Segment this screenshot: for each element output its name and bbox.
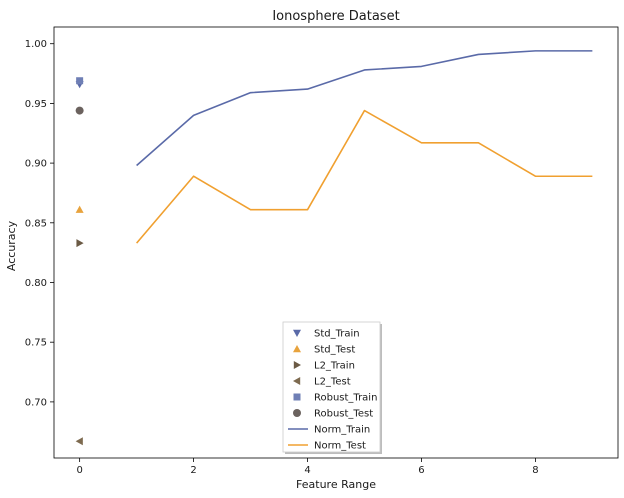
legend: Std_Train Std_Test L2_Train L2_Test Robust_T… (283, 322, 382, 454)
y-tick-label: 0.80 (25, 278, 47, 289)
marker-robust-test (76, 107, 84, 115)
y-axis-label: Accuracy (5, 220, 18, 271)
y-tick-label: 0.70 (25, 397, 47, 408)
x-tick-label: 6 (418, 465, 424, 476)
y-tick-label: 0.95 (25, 99, 47, 110)
legend-label-norm-test: Norm_Test (314, 441, 366, 452)
legend-marker-robust-test (293, 409, 301, 417)
legend-label-robust-test: Robust_Test (314, 409, 373, 420)
y-tick-label: 0.90 (25, 159, 47, 170)
legend-label-std-test: Std_Test (314, 345, 355, 356)
x-tick-label: 4 (304, 465, 310, 476)
legend-label-l2-test: L2_Test (314, 377, 351, 388)
legend-label-l2-train: L2_Train (314, 361, 355, 372)
legend-label-norm-train: Norm_Train (314, 425, 370, 436)
x-tick-label: 8 (532, 465, 538, 476)
marker-robust-train (76, 77, 83, 84)
y-tick-label: 0.75 (25, 338, 47, 349)
x-tick-label: 2 (190, 465, 196, 476)
x-axis-label: Feature Range (296, 478, 376, 491)
y-tick-label: 1.00 (25, 39, 47, 50)
legend-label-std-train: Std_Train (314, 329, 360, 340)
y-tick-label: 0.85 (25, 218, 47, 229)
legend-label-robust-train: Robust_Train (314, 393, 377, 404)
legend-marker-robust-train (294, 394, 301, 401)
x-tick-label: 0 (76, 465, 82, 476)
chart-title: Ionosphere Dataset (272, 9, 399, 24)
